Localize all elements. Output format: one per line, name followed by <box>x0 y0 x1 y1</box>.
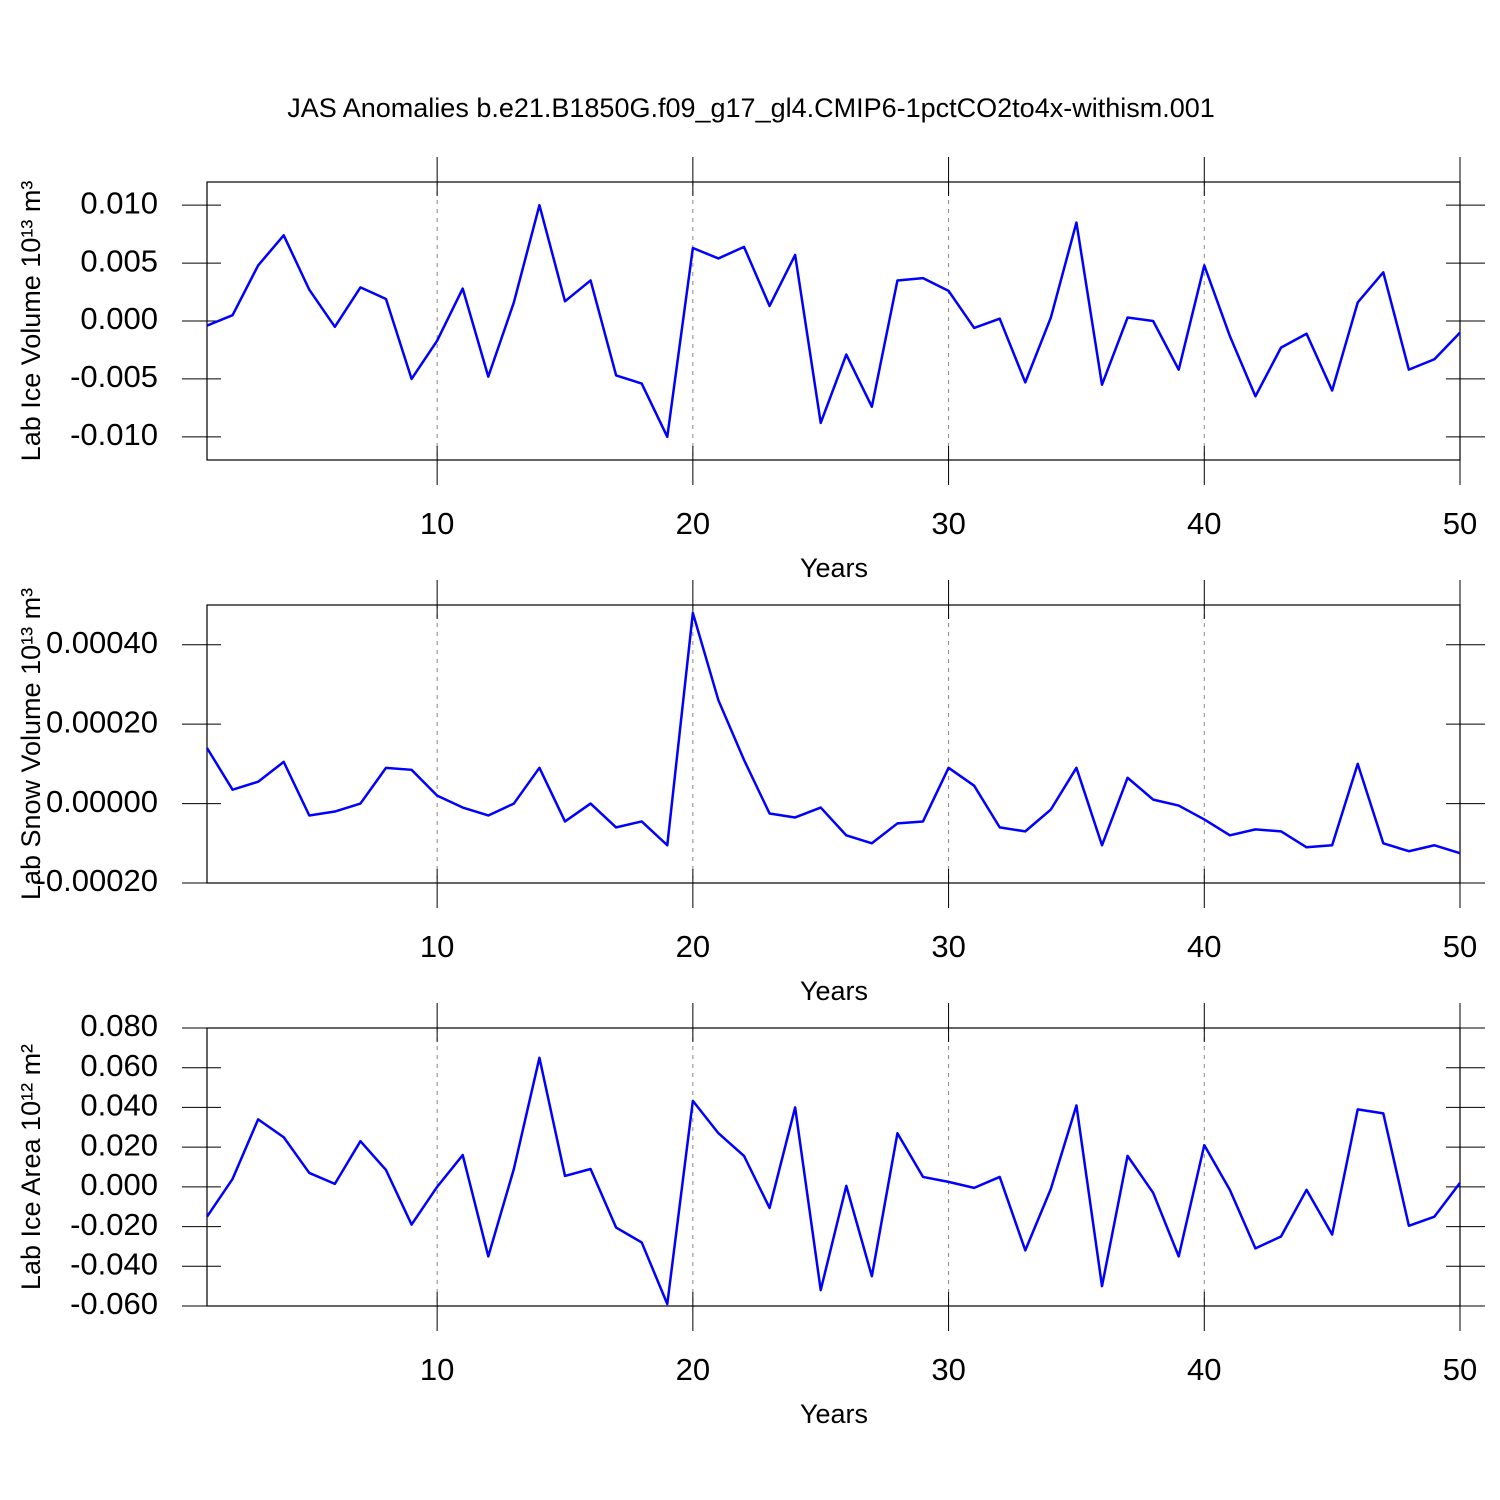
y-tick-label: 0.00040 <box>46 625 158 660</box>
y-tick-label: 0.020 <box>80 1127 158 1162</box>
y-tick-label: 0.00020 <box>46 704 158 739</box>
plot-frame <box>206 604 1461 884</box>
x-tick-label: 40 <box>1187 506 1221 541</box>
x-tick-label: 50 <box>1443 929 1477 964</box>
x-tick-label: 10 <box>420 1352 454 1387</box>
y-tick-label: 0.000 <box>80 1167 158 1202</box>
y-tick-label: 0.010 <box>80 185 158 220</box>
y-axis-label: Lab Ice Volume 10¹³ m³ <box>16 181 46 462</box>
y-tick-label: 0.000 <box>80 301 158 336</box>
x-tick-label: 10 <box>420 929 454 964</box>
figure-title: JAS Anomalies b.e21.B1850G.f09_g17_gl4.C… <box>287 93 1215 123</box>
x-tick-label: 50 <box>1443 1352 1477 1387</box>
y-tick-label: 0.040 <box>80 1088 158 1123</box>
plot-frame <box>206 1027 1461 1307</box>
x-tick-label: 30 <box>931 929 965 964</box>
y-axis-label: Lab Ice Area 10¹² m² <box>16 1044 46 1290</box>
y-tick-label: -0.010 <box>70 417 158 452</box>
x-tick-label: 30 <box>931 1352 965 1387</box>
y-tick-label: -0.060 <box>70 1286 158 1321</box>
y-tick-label: 0.00000 <box>46 784 158 819</box>
x-tick-label: 50 <box>1443 506 1477 541</box>
y-tick-label: 0.005 <box>80 243 158 278</box>
x-tick-label: 40 <box>1187 929 1221 964</box>
plot-frame <box>206 181 1461 461</box>
data-line <box>205 1056 1461 1306</box>
y-axis-label: Lab Snow Volume 10¹³ m³ <box>16 588 46 900</box>
y-tick-label: -0.00020 <box>36 863 158 898</box>
x-axis-label: Years <box>800 976 868 1006</box>
x-tick-label: 40 <box>1187 1352 1221 1387</box>
x-axis-label: Years <box>800 553 868 583</box>
x-tick-label: 20 <box>676 506 710 541</box>
y-tick-label: 0.060 <box>80 1048 158 1083</box>
y-tick-label: -0.040 <box>70 1246 158 1281</box>
y-tick-label: -0.005 <box>70 359 158 394</box>
x-axis-label: Years <box>800 1399 868 1429</box>
x-tick-label: 20 <box>676 929 710 964</box>
x-tick-label: 20 <box>676 1352 710 1387</box>
x-tick-label: 30 <box>931 506 965 541</box>
data-line <box>206 203 1461 439</box>
x-tick-label: 10 <box>420 506 454 541</box>
y-tick-label: -0.020 <box>70 1207 158 1242</box>
y-tick-label: 0.080 <box>80 1008 158 1043</box>
data-line <box>205 611 1461 855</box>
